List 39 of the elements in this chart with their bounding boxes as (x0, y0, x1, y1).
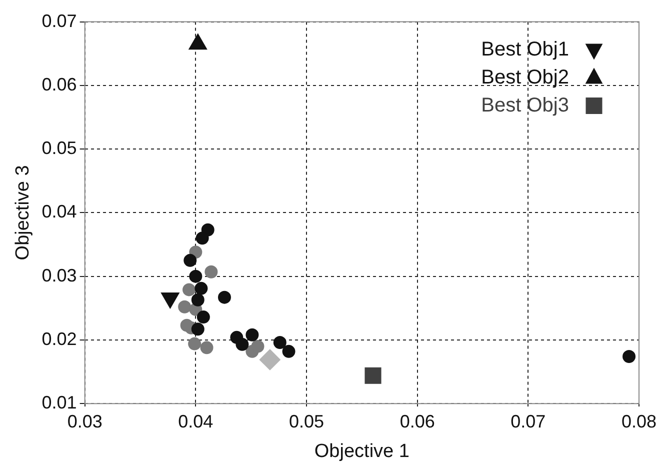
x-tick-label: 0.03 (67, 411, 102, 432)
point (189, 270, 202, 283)
point (273, 336, 286, 350)
point (196, 232, 209, 245)
y-tick-label: 0.02 (42, 328, 77, 349)
point (282, 344, 296, 358)
point (259, 349, 280, 370)
x-tick-label: 0.05 (288, 411, 324, 432)
point (236, 338, 249, 351)
y-tick-label: 0.07 (42, 10, 77, 31)
x-tick-label: 0.08 (621, 411, 657, 432)
point (200, 341, 214, 354)
x-tick-label: 0.07 (510, 411, 546, 432)
point (218, 290, 231, 304)
point (251, 340, 264, 353)
point (196, 310, 210, 324)
y-tick-label: 0.04 (42, 202, 77, 222)
point (246, 328, 259, 342)
y-tick-label: 0.05 (42, 138, 77, 158)
y-tick-label: 0.03 (42, 265, 77, 286)
point (191, 322, 204, 336)
point (191, 293, 204, 306)
point (622, 350, 636, 364)
point (194, 282, 208, 295)
x-axis-title: Objective 1 (314, 440, 410, 462)
legend-label: Best Obj1 (481, 38, 569, 60)
point (182, 283, 196, 296)
x-tick-label: 0.06 (400, 411, 435, 432)
y-axis-title: Objective 3 (12, 165, 34, 260)
point (178, 300, 192, 314)
point (184, 254, 197, 267)
y-tick-label: 0.01 (42, 392, 77, 413)
legend-label: Best Obj2 (481, 66, 569, 88)
legend-label: Best Obj3 (481, 94, 569, 116)
x-tick-label: 0.04 (178, 411, 214, 432)
point (204, 265, 218, 278)
point (364, 367, 382, 384)
point (188, 337, 202, 350)
y-tick-label: 0.06 (42, 74, 77, 94)
